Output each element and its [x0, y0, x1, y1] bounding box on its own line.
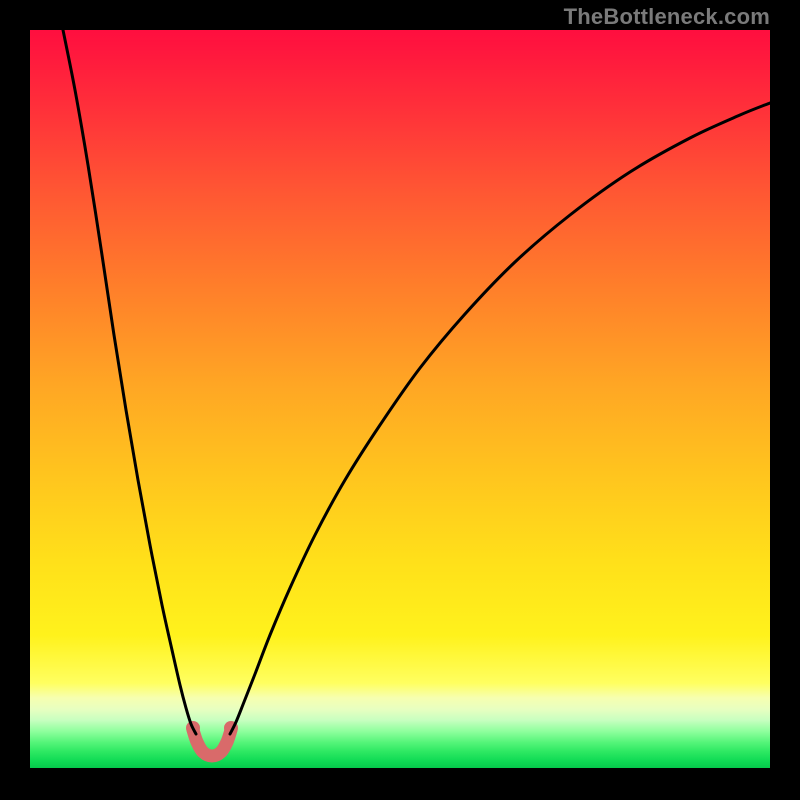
chart-plot — [30, 30, 770, 768]
frame-border-left — [0, 0, 30, 800]
watermark-text: TheBottleneck.com — [564, 4, 770, 30]
frame-border-right — [770, 0, 800, 800]
gradient-background — [30, 30, 770, 768]
frame-border-bottom — [0, 768, 800, 800]
chart-svg — [30, 30, 770, 768]
